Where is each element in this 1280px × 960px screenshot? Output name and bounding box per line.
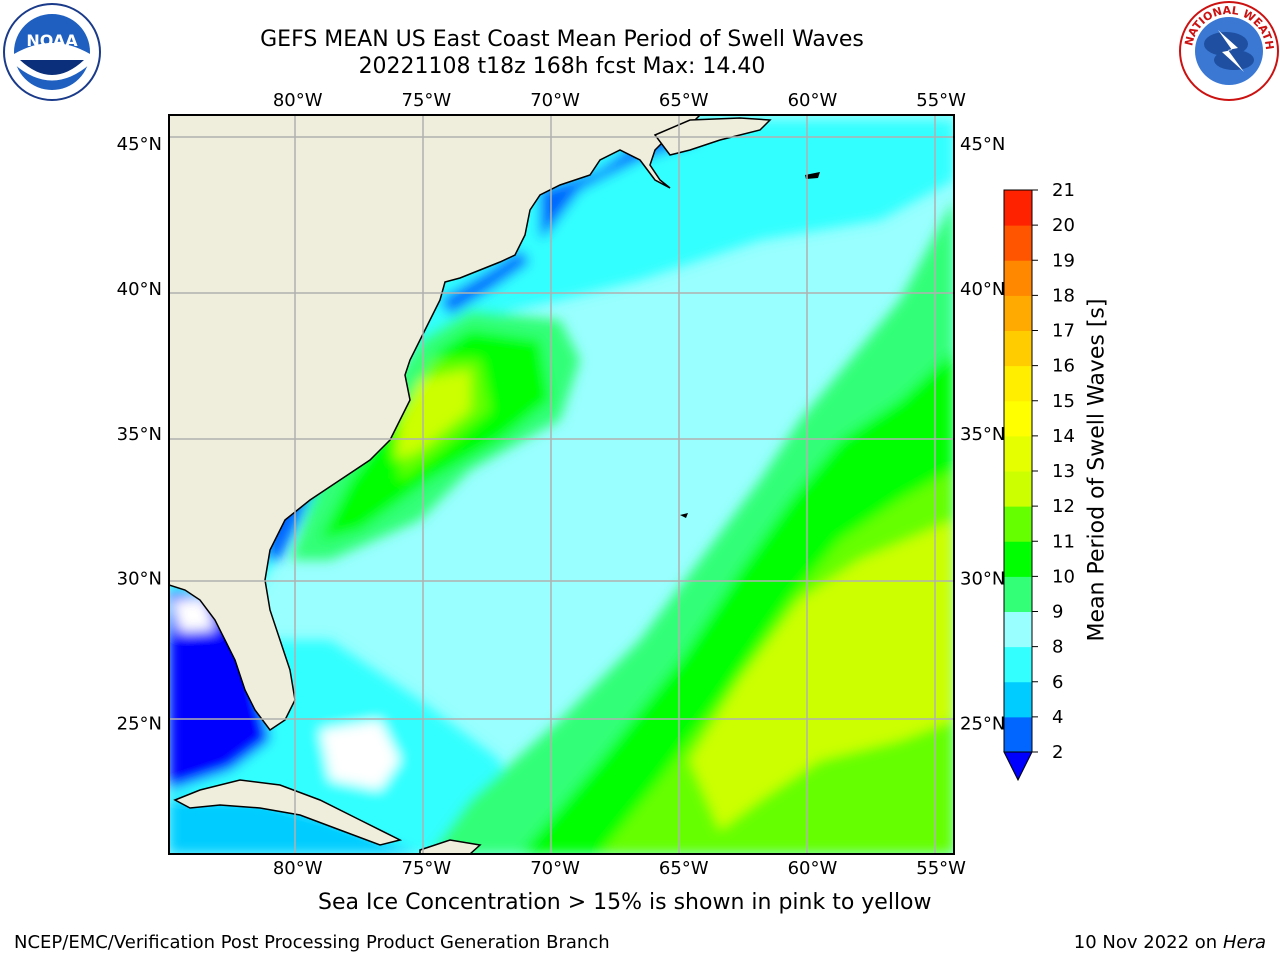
colorbar-segment bbox=[1004, 365, 1032, 402]
colorbar-tick-label: 18 bbox=[1052, 285, 1075, 306]
lon-tick-label-bottom: 80°W bbox=[273, 858, 323, 879]
colorbar-segment bbox=[1004, 400, 1032, 437]
map-field bbox=[169, 115, 954, 854]
colorbar-segment bbox=[1004, 260, 1032, 296]
colorbar-tick-label: 12 bbox=[1052, 496, 1075, 517]
date-credit: 10 Nov 2022 on Hera bbox=[1074, 932, 1266, 953]
sea-ice-note: Sea Ice Concentration > 15% is shown in … bbox=[318, 890, 932, 915]
lon-tick-label-top: 70°W bbox=[530, 90, 580, 111]
lon-tick-label-bottom: 60°W bbox=[788, 858, 838, 879]
colorbar-tick-label: 21 bbox=[1052, 180, 1075, 201]
host-name: Hera bbox=[1222, 932, 1266, 953]
colorbar-tick-label: 2 bbox=[1052, 742, 1063, 763]
chart-title: GEFS MEAN US East Coast Mean Period of S… bbox=[260, 27, 864, 52]
colorbar-segment bbox=[1004, 576, 1032, 612]
lon-tick-label-top: 75°W bbox=[402, 90, 452, 111]
colorbar-segment bbox=[1004, 716, 1032, 753]
lat-tick-label-right: 25°N bbox=[960, 714, 1005, 735]
lon-tick-label-bottom: 55°W bbox=[916, 858, 966, 879]
lon-labels-top: 80°W 75°W 70°W 65°W 60°W 55°W bbox=[273, 90, 966, 111]
colorbar-tick-label: 6 bbox=[1052, 672, 1063, 693]
branch-credit: NCEP/EMC/Verification Post Processing Pr… bbox=[14, 932, 610, 953]
north-america-land bbox=[169, 115, 702, 732]
colorbar-segment bbox=[1004, 541, 1032, 577]
map-frame bbox=[168, 114, 955, 855]
lat-tick-label-left: 30°N bbox=[117, 569, 162, 590]
colorbar: 2 4 6 8 9 10 11 12 13 14 15 16 17 18 19 20 21 bbox=[1003, 180, 1075, 782]
lon-tick-label-bottom: 70°W bbox=[530, 858, 580, 879]
field-2-4-nj-coast bbox=[440, 250, 530, 315]
colorbar-tick-label: 8 bbox=[1052, 637, 1063, 658]
colorbar-segment bbox=[1004, 190, 1032, 226]
lon-tick-label-top: 60°W bbox=[788, 90, 838, 111]
lat-tick-label-left: 25°N bbox=[117, 714, 162, 735]
noaa-logo-text: NOAA bbox=[26, 31, 78, 50]
lon-tick-label-top: 80°W bbox=[273, 90, 323, 111]
colorbar-tick-label: 17 bbox=[1052, 321, 1075, 342]
cuba-land bbox=[173, 779, 403, 846]
colorbar-tick-label: 19 bbox=[1052, 250, 1075, 271]
noaa-logo: NOAA bbox=[3, 3, 101, 101]
colorbar-segment bbox=[1004, 330, 1032, 367]
lat-labels-left: 45°N 40°N 35°N 30°N 25°N bbox=[117, 134, 162, 735]
bahamas-banks bbox=[320, 720, 400, 790]
colorbar-segment bbox=[1004, 295, 1032, 331]
colorbar-segment bbox=[1004, 646, 1032, 683]
colorbar-under-arrow bbox=[1003, 751, 1033, 782]
colorbar-tick-label: 4 bbox=[1052, 707, 1063, 728]
colorbar-segment bbox=[1004, 435, 1032, 472]
lon-tick-label-top: 55°W bbox=[916, 90, 966, 111]
field-12-13 bbox=[690, 520, 954, 830]
lat-tick-label-left: 40°N bbox=[117, 279, 162, 300]
lat-tick-label-left: 35°N bbox=[117, 424, 162, 445]
bermuda bbox=[680, 513, 688, 518]
colorbar-tick-label: 20 bbox=[1052, 215, 1075, 236]
colorbar-label: Mean Period of Swell Waves [s] bbox=[1084, 298, 1110, 642]
colorbar-tick-label: 10 bbox=[1052, 566, 1075, 587]
lat-tick-label-right: 45°N bbox=[960, 134, 1005, 155]
lat-tick-label-left: 45°N bbox=[117, 134, 162, 155]
lon-labels-bottom: 80°W 75°W 70°W 65°W 60°W 55°W bbox=[273, 858, 966, 879]
lat-tick-label-right: 40°N bbox=[960, 279, 1005, 300]
colorbar-segment bbox=[1004, 225, 1032, 261]
nws-logo: NATIONAL WEATHER SERVICE bbox=[1178, 0, 1279, 101]
lat-tick-label-right: 35°N bbox=[960, 424, 1005, 445]
colorbar-tick-label: 16 bbox=[1052, 356, 1075, 377]
sable-island bbox=[805, 172, 820, 179]
chart-subtitle: 20221108 t18z 168h fcst Max: 14.40 bbox=[358, 54, 766, 79]
colorbar-segment bbox=[1004, 471, 1032, 507]
field-12-13-gulfstream bbox=[395, 370, 470, 460]
colorbar-segment bbox=[1004, 681, 1032, 718]
colorbar-segment bbox=[1004, 611, 1032, 648]
map-gridlines bbox=[169, 115, 954, 854]
lon-tick-label-bottom: 75°W bbox=[402, 858, 452, 879]
date-text: 10 Nov 2022 on bbox=[1073, 932, 1218, 953]
colorbar-segment bbox=[1004, 506, 1032, 542]
lon-tick-label-top: 65°W bbox=[659, 90, 709, 111]
lat-tick-label-right: 30°N bbox=[960, 569, 1005, 590]
colorbar-tick-label: 13 bbox=[1052, 461, 1075, 482]
lon-tick-label-bottom: 65°W bbox=[659, 858, 709, 879]
colorbar-tick-label: 11 bbox=[1052, 531, 1075, 552]
lat-labels-right: 45°N 40°N 35°N 30°N 25°N bbox=[960, 134, 1005, 735]
colorbar-tick-label: 15 bbox=[1052, 391, 1075, 412]
colorbar-tick-label: 9 bbox=[1052, 602, 1063, 623]
colorbar-tick-label: 14 bbox=[1052, 426, 1075, 447]
